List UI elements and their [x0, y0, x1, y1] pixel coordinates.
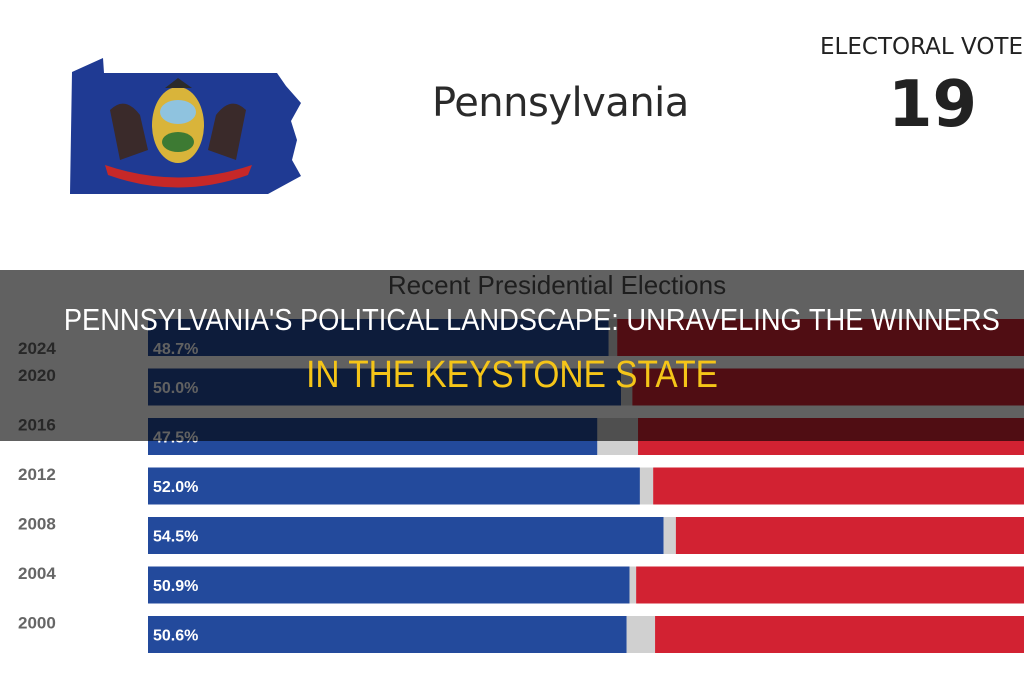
rep-bar [636, 566, 1024, 604]
dem-bar [148, 517, 664, 554]
other-bar [663, 517, 676, 554]
rep-bar [655, 616, 1024, 653]
dem-bar [148, 467, 640, 505]
dem-percent-label: 54.5% [153, 529, 198, 546]
dem-bar [148, 616, 627, 653]
headline-line-1: PENNSYLVANIA'S POLITICAL LANDSCAPE: UNRA… [63, 302, 1000, 337]
headline-line-2: IN THE KEYSTONE STATE [306, 354, 718, 396]
pennsylvania-flag-map-icon [70, 58, 301, 194]
other-bar [639, 467, 654, 505]
chart-title: Recent Presidential Elections [387, 270, 727, 300]
electoral-votes-label: ELECTORAL VOTES [820, 34, 1024, 60]
year-label: 2008 [18, 515, 56, 534]
year-label: 2004 [18, 564, 56, 583]
other-bar [629, 566, 637, 604]
headline-overlay [0, 270, 1024, 441]
state-name: Pennsylvania [432, 80, 689, 126]
rep-bar [675, 517, 1024, 554]
rep-bar [653, 467, 1024, 505]
other-bar [626, 616, 656, 653]
dem-percent-label: 52.0% [153, 479, 198, 496]
year-label: 2012 [18, 465, 56, 484]
year-label: 2000 [18, 614, 56, 633]
dem-percent-label: 50.9% [153, 578, 198, 595]
dem-percent-label: 50.6% [153, 628, 198, 645]
electoral-votes-count: 19 [888, 68, 978, 142]
dem-bar [148, 566, 630, 604]
